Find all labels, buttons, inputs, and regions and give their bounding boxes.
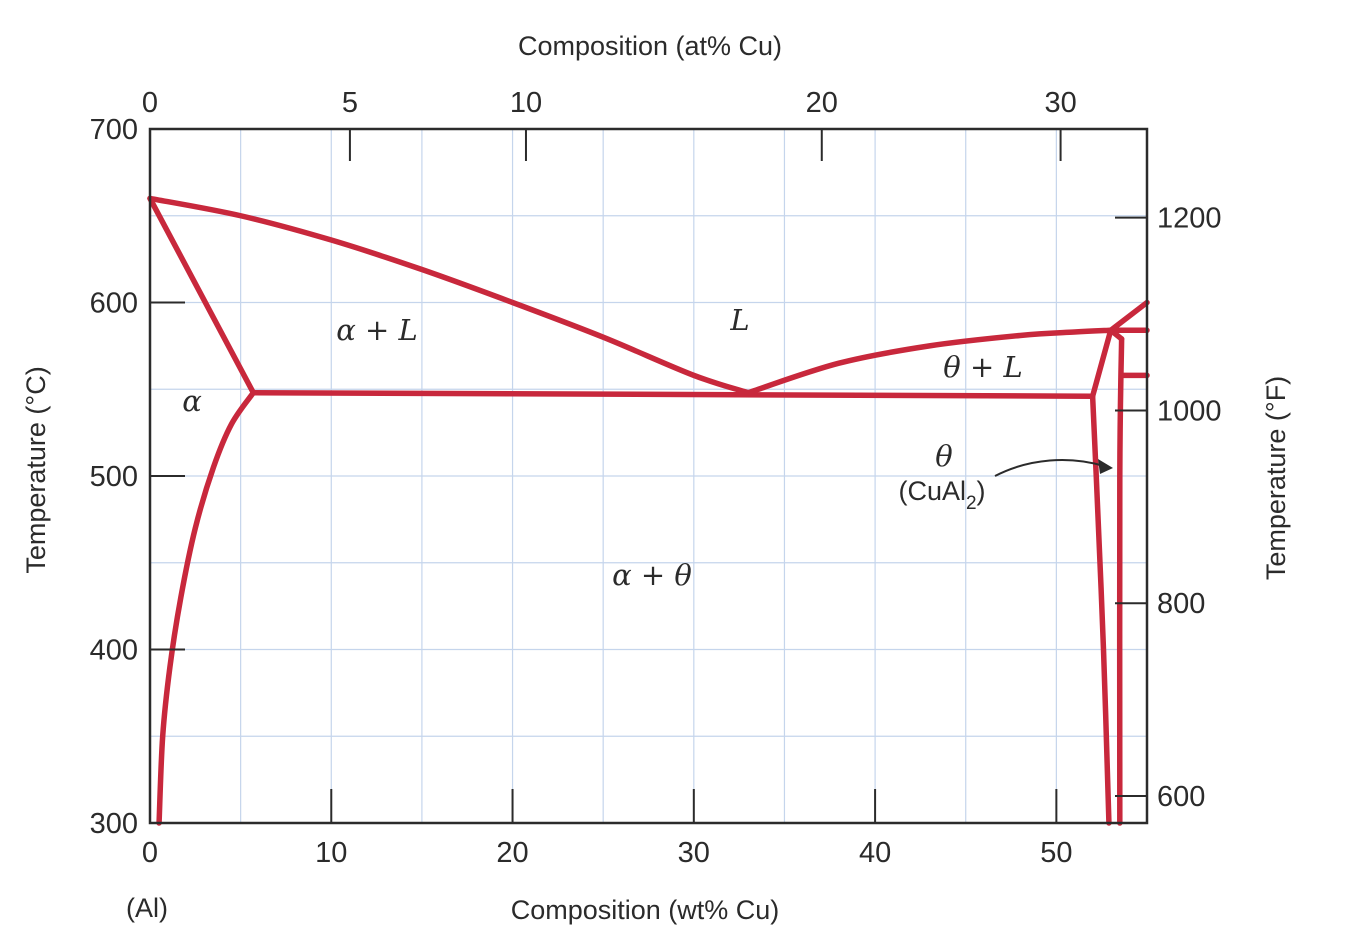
region-label-theta-plus-liquid: θ + L bbox=[943, 350, 1022, 384]
bottom-axis-title: Composition (wt% Cu) bbox=[511, 895, 780, 925]
phase-boundary-liquidus-theta bbox=[745, 327, 1114, 396]
top-tick-label: 0 bbox=[142, 87, 158, 119]
phase-boundary-solvus-alpha bbox=[156, 389, 257, 826]
phase-boundary-solidus-alpha bbox=[147, 195, 257, 396]
right-tick-label: 800 bbox=[1157, 588, 1205, 620]
region-label-alpha-plus-theta: α + θ bbox=[612, 558, 692, 592]
top-tick-label: 30 bbox=[1044, 87, 1076, 119]
phase-boundary-liquidus-right bbox=[1108, 299, 1150, 334]
right-tick-label: 1200 bbox=[1157, 203, 1222, 235]
right-axis-title: Temperature (°F) bbox=[1261, 376, 1291, 580]
top-tick-label: 5 bbox=[342, 87, 358, 119]
phase-boundary-liquidus-alpha bbox=[147, 195, 751, 396]
region-label-liquid: L bbox=[729, 303, 749, 337]
left-axis-title: Temperature (°C) bbox=[21, 366, 51, 573]
theta-pointer-arrowhead bbox=[1098, 459, 1113, 474]
bottom-tick-label: 50 bbox=[1040, 837, 1072, 869]
theta-phase-formula: (CuAl2) bbox=[898, 476, 985, 514]
phase-boundary-theta-right-lower bbox=[1116, 336, 1125, 826]
element-label-al: (Al) bbox=[126, 893, 168, 923]
phase-boundary-eutectic-isotherm bbox=[250, 389, 1096, 399]
bottom-tick-label: 40 bbox=[859, 837, 891, 869]
bottom-tick-label: 0 bbox=[142, 837, 158, 869]
top-tick-label: 10 bbox=[510, 87, 542, 119]
bottom-tick-label: 20 bbox=[496, 837, 528, 869]
region-label-alpha-plus-liquid: α + L bbox=[336, 313, 418, 347]
region-label-alpha: α bbox=[182, 384, 202, 418]
left-tick-label: 500 bbox=[90, 461, 138, 493]
top-tick-label: 20 bbox=[806, 87, 838, 119]
tick-layer: 0 10 20 30 40 500 5 10 20 30300400500600700600800… bbox=[90, 87, 1222, 869]
top-axis-title: Composition (at% Cu) bbox=[518, 31, 782, 61]
left-tick-label: 400 bbox=[90, 635, 138, 667]
left-tick-label: 700 bbox=[90, 114, 138, 146]
right-tick-label: 1000 bbox=[1157, 395, 1222, 427]
left-tick-label: 300 bbox=[90, 808, 138, 840]
left-tick-label: 600 bbox=[90, 288, 138, 320]
phase-boundary-layer bbox=[147, 195, 1150, 826]
theta-pointer-arrow bbox=[994, 459, 1105, 477]
phase-boundary-theta-left-upper bbox=[1089, 327, 1114, 399]
grid-layer bbox=[150, 129, 1147, 823]
bottom-tick-label: 30 bbox=[678, 837, 710, 869]
phase-boundary-theta-left-lower bbox=[1089, 393, 1112, 826]
bottom-tick-label: 10 bbox=[315, 837, 347, 869]
region-label-theta: θ bbox=[935, 439, 952, 473]
right-tick-label: 600 bbox=[1157, 781, 1205, 813]
